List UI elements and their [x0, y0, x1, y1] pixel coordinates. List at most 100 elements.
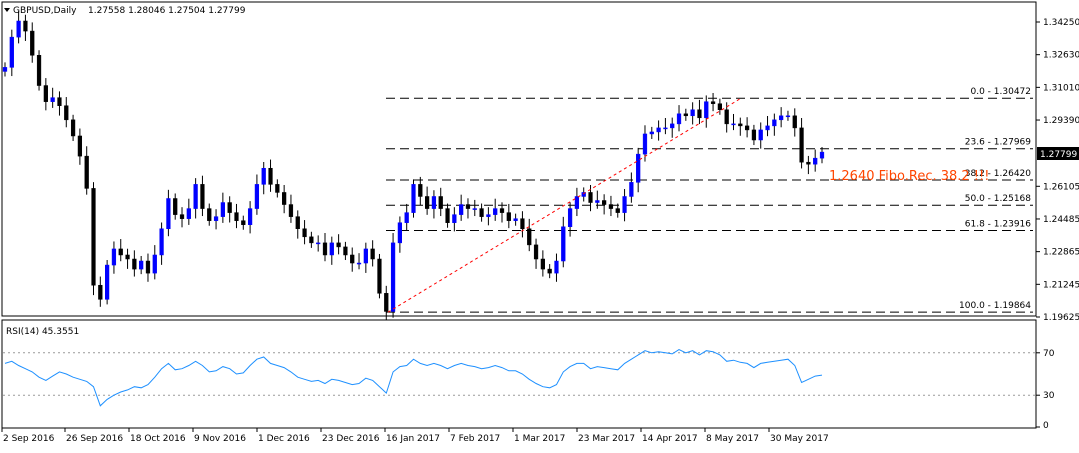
bull-candle [513, 218, 518, 221]
price-tick-label: 1.22865 [1043, 248, 1079, 258]
bull-candle [554, 260, 559, 274]
fib-level-label: 100.0 - 1.19864 [959, 301, 1031, 311]
collapse-triangle-icon[interactable] [4, 8, 10, 12]
bear-candle [288, 204, 294, 217]
bull-candle [152, 254, 157, 274]
fibonacci-levels: 0.0 - 1.30472 23.6 - 1.27969 38.2 - 1.2642… [386, 87, 1033, 313]
bear-candle [302, 228, 307, 238]
bull-candle [595, 200, 600, 203]
bear-candle [370, 248, 375, 260]
rsi-label: RSI(14) 45.3551 [6, 327, 79, 337]
bull-candle [105, 264, 110, 300]
bear-candle [98, 284, 103, 300]
bull-candle [2, 67, 8, 72]
bear-candle [806, 161, 811, 165]
time-tick-label: 23 Mar 2017 [578, 434, 635, 444]
bear-candle [615, 208, 620, 213]
bull-candle [186, 208, 191, 219]
bear-candle [418, 184, 423, 197]
bull-candle [159, 228, 164, 256]
bull-candle [574, 196, 580, 209]
bull-candle [261, 167, 266, 185]
bear-candle [724, 109, 729, 125]
fib-level-label: 50.0 - 1.25168 [965, 194, 1031, 204]
time-tick-label: 8 May 2017 [706, 434, 759, 444]
price-tick-label: 1.31010 [1043, 83, 1079, 93]
bull-candle [567, 208, 573, 227]
bear-candle [173, 198, 178, 215]
bull-candle [50, 97, 55, 102]
rsi-indicator [3, 349, 1035, 407]
rsi-line [4, 349, 823, 407]
bull-candle [452, 214, 457, 223]
bear-candle [377, 258, 382, 294]
price-axis: 1.34250 1.32630 1.31010 1.29390 1.26105 1.244… [1036, 18, 1079, 323]
bear-candle [43, 85, 48, 102]
bull-candle [363, 248, 368, 264]
symbol-label: GBPUSD,Daily [13, 6, 77, 16]
bear-candle [527, 228, 532, 246]
rsi-tick-label: 0 [1043, 421, 1049, 431]
bull-candle [642, 133, 648, 155]
bear-candle [350, 254, 355, 264]
time-tick-label: 23 Dec 2016 [322, 434, 380, 444]
bear-candle [547, 268, 552, 274]
bear-candle [533, 244, 539, 260]
rsi-tick-label: 70 [1043, 349, 1055, 359]
time-tick-label: 26 Sep 2016 [66, 434, 123, 444]
bear-candle [91, 188, 96, 286]
bear-candle [64, 105, 69, 121]
time-tick-label: 9 Nov 2016 [194, 434, 246, 444]
bear-candle [241, 220, 246, 225]
bear-candle [424, 196, 430, 209]
bear-candle [588, 192, 593, 203]
time-axis: 2 Sep 2016 26 Sep 2016 18 Oct 2016 9 Nov 20… [1, 428, 829, 444]
bull-candle [166, 198, 171, 230]
price-pane-border [1, 1, 1037, 317]
current-price-tag [1037, 147, 1079, 160]
bull-candle [139, 260, 144, 270]
bull-candle [676, 113, 682, 125]
ohlc-label: 1.27558 1.28046 1.27504 1.27799 [88, 6, 246, 16]
bear-candle [744, 125, 750, 131]
bull-candle [390, 242, 396, 312]
candles [2, 11, 825, 321]
fib-level-label: 23.6 - 1.27969 [965, 138, 1031, 148]
trend-line [387, 97, 742, 313]
bear-candle [227, 202, 232, 213]
bear-candle [608, 204, 614, 209]
bear-candle [738, 123, 743, 127]
time-tick-label: 7 Feb 2017 [450, 434, 500, 444]
bull-candle [404, 212, 409, 223]
bear-candle [23, 20, 28, 32]
bear-candle [751, 129, 757, 141]
bull-candle [411, 184, 416, 213]
bear-candle [799, 127, 804, 163]
bull-candle [813, 157, 818, 165]
price-tick-label: 1.21245 [1043, 280, 1079, 290]
bear-candle [465, 204, 471, 209]
bull-candle [819, 151, 825, 159]
bear-candle [70, 119, 76, 137]
price-tick-label: 1.26105 [1043, 182, 1079, 192]
bull-candle [690, 109, 695, 117]
bull-candle [772, 119, 777, 127]
rsi-tick-label: 30 [1043, 391, 1055, 401]
bull-candle [704, 101, 709, 119]
bull-candle [329, 242, 334, 256]
bear-candle [499, 208, 505, 213]
bear-candle [207, 208, 212, 221]
bear-candle [309, 236, 314, 244]
bear-candle [445, 208, 450, 223]
bull-candle [254, 184, 260, 209]
bull-candle [16, 20, 21, 38]
bear-candle [384, 293, 389, 312]
bull-candle [9, 36, 14, 68]
bear-candle [125, 254, 130, 260]
bear-candle [57, 97, 62, 106]
time-tick-label: 18 Oct 2016 [130, 434, 186, 444]
time-tick-label: 16 Jan 2017 [386, 434, 440, 444]
bear-candle [268, 167, 273, 185]
